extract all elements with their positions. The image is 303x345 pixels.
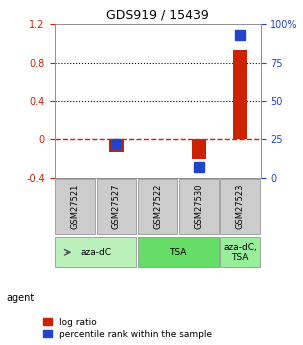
FancyBboxPatch shape [220, 237, 260, 267]
FancyBboxPatch shape [55, 237, 136, 267]
Text: GSM27521: GSM27521 [71, 184, 80, 229]
Text: GSM27522: GSM27522 [153, 184, 162, 229]
Text: aza-dC: aza-dC [80, 248, 111, 257]
Legend: log ratio, percentile rank within the sample: log ratio, percentile rank within the sa… [41, 316, 214, 341]
FancyBboxPatch shape [55, 179, 95, 234]
Text: GSM27530: GSM27530 [194, 184, 203, 229]
Text: GSM27527: GSM27527 [112, 184, 121, 229]
Bar [109, 139, 124, 152]
Text: agent: agent [6, 294, 34, 303]
FancyBboxPatch shape [97, 179, 136, 234]
FancyBboxPatch shape [179, 179, 218, 234]
FancyBboxPatch shape [138, 179, 177, 234]
FancyBboxPatch shape [138, 237, 218, 267]
Bar [191, 139, 206, 159]
Text: aza-dC,
TSA: aza-dC, TSA [223, 243, 257, 262]
Bar [233, 50, 247, 139]
Text: TSA: TSA [169, 248, 187, 257]
Title: GDS919 / 15439: GDS919 / 15439 [106, 9, 209, 22]
Text: GSM27523: GSM27523 [235, 184, 245, 229]
FancyBboxPatch shape [220, 179, 260, 234]
